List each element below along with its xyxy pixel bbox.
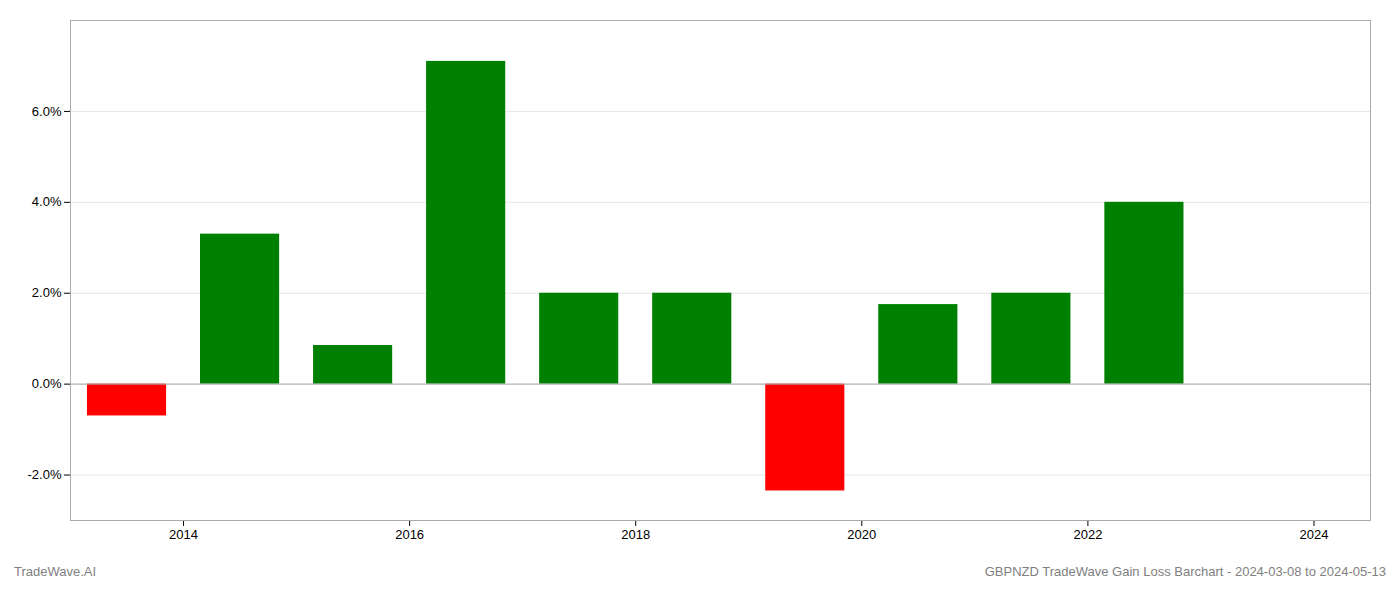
svg-text:2024: 2024 bbox=[1300, 527, 1329, 542]
svg-text:6.0%: 6.0% bbox=[32, 104, 62, 119]
svg-text:2014: 2014 bbox=[169, 527, 198, 542]
svg-text:2020: 2020 bbox=[847, 527, 876, 542]
svg-text:2018: 2018 bbox=[621, 527, 650, 542]
svg-text:4.0%: 4.0% bbox=[32, 194, 62, 209]
svg-text:0.0%: 0.0% bbox=[32, 376, 62, 391]
svg-text:-2.0%: -2.0% bbox=[28, 467, 62, 482]
svg-text:2016: 2016 bbox=[395, 527, 424, 542]
svg-text:2.0%: 2.0% bbox=[32, 285, 62, 300]
html-text:TradeWave.AI: TradeWave.AI bbox=[14, 564, 97, 579]
html-text:GBPNZD TradeWave Gain Loss Bar: GBPNZD TradeWave Gain Loss Barchart - 20… bbox=[984, 564, 1386, 579]
svg-text:2022: 2022 bbox=[1073, 527, 1102, 542]
